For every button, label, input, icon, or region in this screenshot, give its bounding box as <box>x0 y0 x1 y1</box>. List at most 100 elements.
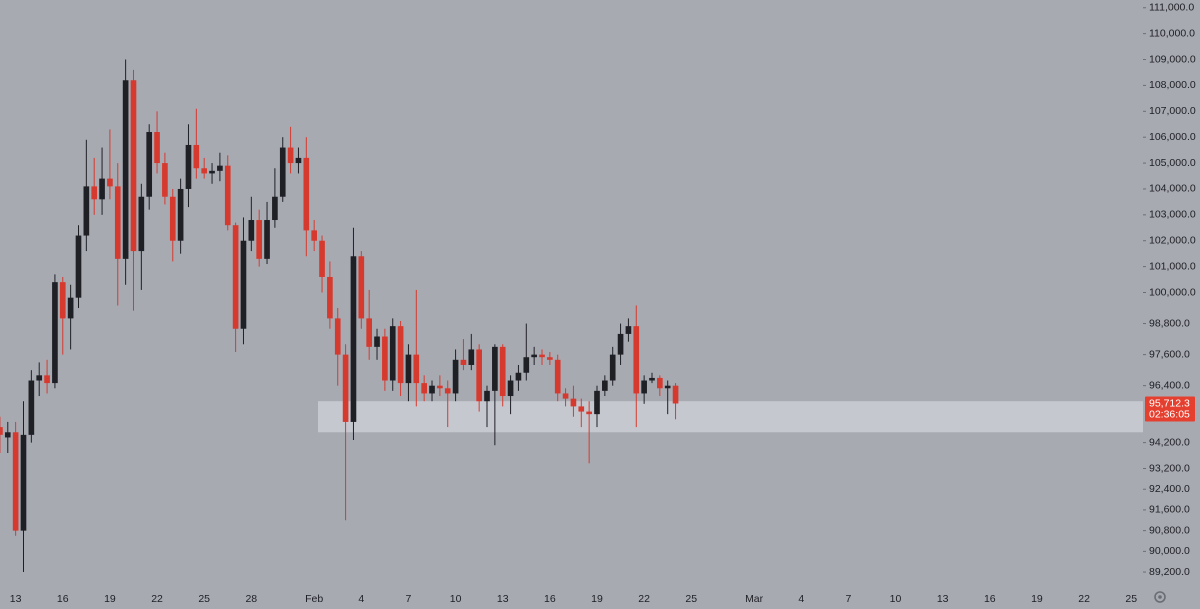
y-tick-label: 100,000.0 <box>1149 286 1196 298</box>
candle <box>4 421 11 453</box>
candle <box>366 289 372 360</box>
candle-body <box>201 168 208 174</box>
x-tick-label: 13 <box>497 593 509 605</box>
candle <box>327 261 333 329</box>
candle <box>201 157 208 179</box>
candle <box>460 339 467 371</box>
candle-body <box>319 240 325 277</box>
candle <box>185 124 192 208</box>
candle <box>130 69 137 311</box>
candle-body <box>264 220 270 259</box>
candle <box>602 375 608 397</box>
y-tick-label: 94,200.0 <box>1149 436 1190 448</box>
candle <box>499 344 506 407</box>
x-tick-label: 16 <box>57 593 69 605</box>
x-tick-label: 7 <box>845 593 851 605</box>
candle-body <box>91 186 98 200</box>
x-tick-label: 19 <box>591 593 603 605</box>
candle-body <box>586 411 592 415</box>
candle <box>0 416 3 453</box>
candle <box>162 152 168 205</box>
candle-body <box>358 256 365 319</box>
candle <box>83 139 90 252</box>
candle <box>319 235 325 293</box>
y-tick-label: 89,200.0 <box>1149 566 1190 578</box>
candle-body <box>515 372 522 381</box>
candle-body <box>452 359 459 394</box>
candle <box>476 344 482 412</box>
candle-body <box>162 163 168 197</box>
candle <box>507 375 514 415</box>
candle <box>554 354 561 402</box>
candle-body <box>12 432 19 531</box>
candle <box>209 163 215 184</box>
candle-body <box>444 388 451 394</box>
candle-body <box>539 354 545 358</box>
candle-body <box>672 385 679 404</box>
y-tick-label: 104,000.0 <box>1149 183 1196 195</box>
candle <box>342 344 349 521</box>
candle <box>664 380 671 415</box>
candle <box>358 251 365 329</box>
x-tick-label: 16 <box>544 593 556 605</box>
candle-body <box>554 359 561 394</box>
candle-body <box>405 354 412 384</box>
candle-body <box>421 383 427 394</box>
candle <box>193 108 200 179</box>
candle-body <box>507 380 514 397</box>
candle <box>672 383 679 420</box>
candle-body <box>476 349 482 402</box>
candle <box>625 318 632 342</box>
x-tick-label: Mar <box>745 593 764 605</box>
candle-body <box>0 427 3 435</box>
candle-body <box>311 230 318 241</box>
candle <box>52 274 58 389</box>
y-tick-label: 97,600.0 <box>1149 348 1190 360</box>
candle <box>287 126 294 174</box>
x-tick-label: 10 <box>890 593 902 605</box>
x-tick-label: 22 <box>1078 593 1090 605</box>
candle <box>539 349 545 365</box>
candle-body <box>67 297 74 319</box>
candle-body <box>107 178 113 187</box>
candle <box>421 375 427 402</box>
x-tick-label: 10 <box>450 593 462 605</box>
y-tick-label: 98,800.0 <box>1149 317 1190 329</box>
candle <box>429 380 435 402</box>
candle <box>138 183 145 290</box>
y-tick-label: 110,000.0 <box>1149 27 1195 39</box>
candle-body <box>499 346 506 397</box>
candle <box>515 364 522 391</box>
candle-body <box>295 157 302 164</box>
candle <box>99 147 105 215</box>
candle-body <box>99 178 105 200</box>
x-tick-label: 19 <box>1031 593 1043 605</box>
candle <box>633 305 640 428</box>
gear-icon[interactable] <box>1154 591 1166 603</box>
candle <box>154 111 160 174</box>
candle-body <box>52 282 58 384</box>
candle-body <box>279 147 286 197</box>
candle-body <box>602 380 608 391</box>
x-tick-label: 16 <box>984 593 996 605</box>
candle-body <box>641 380 647 394</box>
x-tick-label: 28 <box>245 593 257 605</box>
candle-body <box>594 390 600 415</box>
y-tick-label: 91,600.0 <box>1149 504 1190 516</box>
candle <box>444 380 451 428</box>
candle <box>350 227 357 441</box>
candle <box>547 352 553 365</box>
candle-body <box>114 186 121 259</box>
candle-body <box>154 132 160 164</box>
candle-body <box>256 220 263 259</box>
candle <box>44 359 50 394</box>
candle-body <box>350 256 357 422</box>
y-tick-label: 90,000.0 <box>1149 545 1190 557</box>
candle <box>562 388 569 407</box>
y-tick-label: 93,200.0 <box>1149 462 1190 474</box>
candle <box>578 398 585 428</box>
candle-body <box>547 357 553 360</box>
candle-body <box>217 165 223 171</box>
candle-body <box>625 326 632 334</box>
